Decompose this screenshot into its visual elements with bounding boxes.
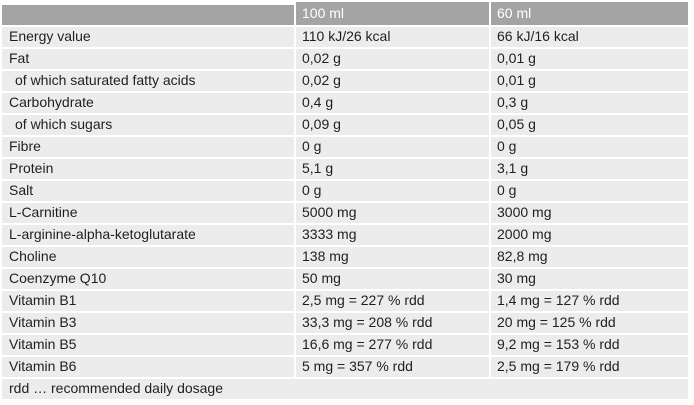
row-label: Fat [2, 49, 294, 69]
row-label: Fibre [2, 137, 294, 157]
value-100ml: 110 kJ/26 kcal [296, 27, 489, 47]
row-label: Vitamin B3 [2, 313, 294, 333]
row-label: L-Carnitine [2, 203, 294, 223]
value-60ml: 0,3 g [491, 93, 688, 113]
row-label: Vitamin B6 [2, 357, 294, 377]
value-60ml: 1,4 mg = 127 % rdd [491, 291, 688, 311]
row-label: Carbohydrate [2, 93, 294, 113]
value-60ml: 0 g [491, 181, 688, 201]
table-row: of which saturated fatty acids 0,02 g 0,01… [2, 71, 688, 91]
table-row: Vitamin B3 33,3 mg = 208 % rdd 20 mg = 125… [2, 313, 688, 333]
row-label: Vitamin B1 [2, 291, 294, 311]
value-100ml: 3333 mg [296, 225, 489, 245]
table-row: Vitamin B1 2,5 mg = 227 % rdd 1,4 mg = 127… [2, 291, 688, 311]
value-100ml: 5,1 g [296, 159, 489, 179]
value-60ml: 3000 mg [491, 203, 688, 223]
column-header-60ml: 60 ml [491, 2, 688, 25]
footnote: rdd … recommended daily dosage [2, 379, 688, 399]
value-100ml: 16,6 mg = 277 % rdd [296, 335, 489, 355]
value-60ml: 3,1 g [491, 159, 688, 179]
table-row: Coenzyme Q10 50 mg 30 mg [2, 269, 688, 289]
row-label: Protein [2, 159, 294, 179]
value-100ml: 0,02 g [296, 71, 489, 91]
table-row: L-arginine-alpha-ketoglutarate 3333 mg 200… [2, 225, 688, 245]
value-60ml: 82,8 mg [491, 247, 688, 267]
value-60ml: 30 mg [491, 269, 688, 289]
value-60ml: 66 kJ/16 kcal [491, 27, 688, 47]
row-label: L-arginine-alpha-ketoglutarate [2, 225, 294, 245]
value-100ml: 5 mg = 357 % rdd [296, 357, 489, 377]
header-row: 100 ml 60 ml [2, 2, 688, 25]
row-label: Vitamin B5 [2, 335, 294, 355]
table-row: Vitamin B6 5 mg = 357 % rdd 2,5 mg = 179 %… [2, 357, 688, 377]
table-row: L-Carnitine 5000 mg 3000 mg [2, 203, 688, 223]
table-header: 100 ml 60 ml [2, 2, 688, 25]
row-label: Coenzyme Q10 [2, 269, 294, 289]
row-label: Choline [2, 247, 294, 267]
value-100ml: 2,5 mg = 227 % rdd [296, 291, 489, 311]
value-60ml: 9,2 mg = 153 % rdd [491, 335, 688, 355]
table-row: Carbohydrate 0,4 g 0,3 g [2, 93, 688, 113]
row-label: Energy value [2, 27, 294, 47]
row-label: of which saturated fatty acids [2, 71, 294, 91]
value-60ml: 20 mg = 125 % rdd [491, 313, 688, 333]
value-100ml: 138 mg [296, 247, 489, 267]
row-label: Salt [2, 181, 294, 201]
value-60ml: 0,05 g [491, 115, 688, 135]
empty-header-cell [2, 2, 294, 25]
table-row: of which sugars 0,09 g 0,05 g [2, 115, 688, 135]
value-100ml: 0 g [296, 137, 489, 157]
value-100ml: 50 mg [296, 269, 489, 289]
table-row: Fat 0,02 g 0,01 g [2, 49, 688, 69]
value-100ml: 33,3 mg = 208 % rdd [296, 313, 489, 333]
value-60ml: 0,01 g [491, 71, 688, 91]
value-60ml: 2,5 mg = 179 % rdd [491, 357, 688, 377]
value-60ml: 0,01 g [491, 49, 688, 69]
table-row: Choline 138 mg 82,8 mg [2, 247, 688, 267]
table-footer: rdd … recommended daily dosage [2, 379, 688, 399]
table-row: Vitamin B5 16,6 mg = 277 % rdd 9,2 mg = 15… [2, 335, 688, 355]
row-label: of which sugars [2, 115, 294, 135]
value-100ml: 0,09 g [296, 115, 489, 135]
value-60ml: 2000 mg [491, 225, 688, 245]
column-header-100ml: 100 ml [296, 2, 489, 25]
value-60ml: 0 g [491, 137, 688, 157]
table-row: Energy value 110 kJ/26 kcal 66 kJ/16 kcal [2, 27, 688, 47]
table-row: Protein 5,1 g 3,1 g [2, 159, 688, 179]
value-100ml: 0,4 g [296, 93, 489, 113]
value-100ml: 0 g [296, 181, 489, 201]
value-100ml: 5000 mg [296, 203, 489, 223]
footnote-row: rdd … recommended daily dosage [2, 379, 688, 399]
table-body: Energy value 110 kJ/26 kcal 66 kJ/16 kcal F… [2, 27, 688, 377]
value-100ml: 0,02 g [296, 49, 489, 69]
